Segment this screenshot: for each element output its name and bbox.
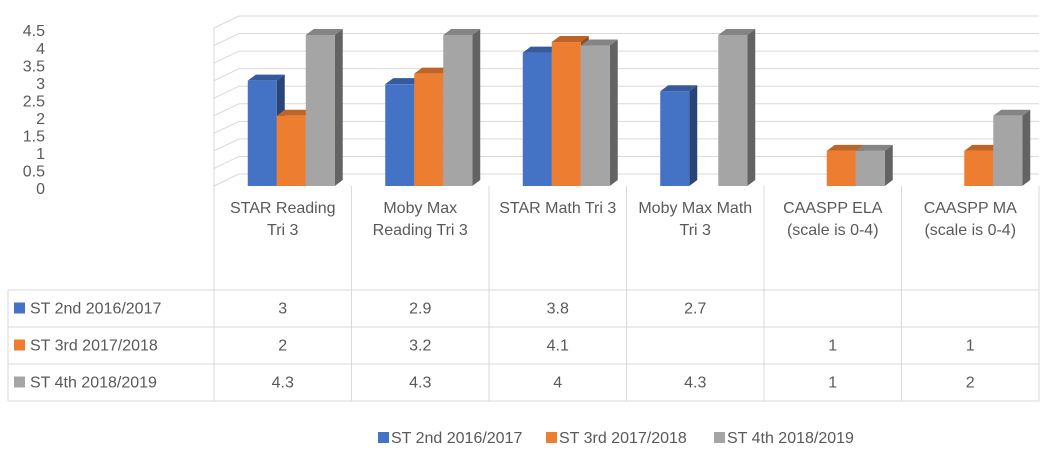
bar bbox=[580, 45, 610, 186]
bar-top bbox=[826, 144, 864, 151]
category-label-text: Moby Max Reading Tri 3 bbox=[372, 200, 468, 239]
bar bbox=[414, 73, 444, 186]
legend-label: ST 2nd 2016/2017 bbox=[391, 430, 522, 447]
y-tick-label: 3 bbox=[36, 76, 45, 93]
legend-key bbox=[14, 302, 25, 314]
bar bbox=[522, 52, 552, 187]
grid-line bbox=[213, 85, 1039, 99]
table-cell: 4.1 bbox=[547, 338, 569, 355]
y-tick-label: 3.5 bbox=[23, 58, 45, 75]
table-cell: 4.3 bbox=[409, 375, 431, 392]
legend-key bbox=[14, 339, 25, 351]
bar-side bbox=[1022, 109, 1031, 186]
bar bbox=[718, 35, 748, 187]
bar bbox=[247, 80, 277, 186]
category-label-text: CAASPP ELA (scale is 0-4) bbox=[783, 200, 883, 239]
grid-line bbox=[213, 155, 1039, 169]
table-cell: 4 bbox=[553, 375, 562, 392]
bar bbox=[993, 115, 1023, 186]
table-cell: 4.3 bbox=[272, 375, 294, 392]
table-cell: 4.3 bbox=[684, 375, 706, 392]
bar-side bbox=[472, 29, 481, 187]
bar bbox=[276, 115, 306, 186]
table-cell: 1 bbox=[966, 338, 975, 355]
grid-line bbox=[213, 33, 1039, 47]
bar bbox=[660, 91, 690, 186]
category-label-text: STAR Math Tri 3 bbox=[499, 200, 617, 217]
grid-line bbox=[213, 68, 1039, 82]
bar-top bbox=[964, 144, 1002, 151]
row-label: ST 3rd 2017/2018 bbox=[30, 338, 158, 355]
bar-top bbox=[551, 36, 589, 43]
y-tick-label: 4 bbox=[36, 41, 45, 58]
table-cell: 1 bbox=[828, 338, 837, 355]
grid-line bbox=[213, 50, 1039, 64]
bar-top bbox=[855, 144, 893, 151]
grid-line bbox=[213, 120, 1039, 134]
table-cell: 3 bbox=[278, 301, 287, 318]
category-label: CAASPP ELA (scale is 0-4) bbox=[783, 200, 883, 239]
table-cell: 2 bbox=[278, 338, 287, 355]
table-cell: 2.7 bbox=[684, 301, 706, 318]
bar bbox=[964, 150, 994, 186]
bar-side bbox=[334, 29, 343, 187]
row-label: ST 2nd 2016/2017 bbox=[30, 301, 161, 318]
legend-key bbox=[714, 432, 725, 443]
bar-top bbox=[414, 67, 452, 74]
grid-line bbox=[213, 138, 1039, 152]
category-label: CAASPP MA (scale is 0-4) bbox=[923, 200, 1017, 239]
bar bbox=[385, 84, 415, 186]
category-label: Moby Max Math Tri 3 bbox=[638, 200, 753, 239]
y-tick-label: 1.5 bbox=[23, 129, 45, 146]
bar-top bbox=[247, 74, 285, 81]
bar-top bbox=[305, 29, 343, 36]
legend-key bbox=[14, 376, 25, 388]
grid-line bbox=[213, 173, 1039, 187]
grid-line bbox=[213, 15, 1039, 29]
bar-top bbox=[660, 85, 698, 92]
bar-top bbox=[522, 46, 560, 53]
table-cell: 2 bbox=[966, 375, 975, 392]
bar-top bbox=[385, 78, 423, 85]
bar-side bbox=[689, 85, 698, 186]
category-label: Moby Max Reading Tri 3 bbox=[372, 200, 468, 239]
bar-top bbox=[718, 29, 756, 36]
legend-label: ST 3rd 2017/2018 bbox=[559, 430, 687, 447]
legend-key bbox=[546, 432, 557, 443]
bar-top bbox=[443, 29, 481, 36]
y-tick-label: 0.5 bbox=[23, 164, 45, 181]
bar-top bbox=[276, 109, 314, 116]
y-tick-label: 2.5 bbox=[23, 93, 45, 110]
bar-top bbox=[993, 109, 1031, 116]
bar-top bbox=[580, 39, 618, 46]
table-cell: 3.2 bbox=[409, 338, 431, 355]
table-cell: 3.8 bbox=[547, 301, 569, 318]
legend-label: ST 4th 2018/2019 bbox=[727, 430, 854, 447]
category-label-text: STAR Reading Tri 3 bbox=[229, 200, 336, 239]
y-tick-label: 0 bbox=[36, 181, 45, 198]
bar-side bbox=[884, 144, 893, 186]
table-cell: 2.9 bbox=[409, 301, 431, 318]
grid-line bbox=[213, 103, 1039, 117]
bar bbox=[855, 150, 885, 186]
legend-key bbox=[378, 432, 389, 443]
y-tick-label: 1 bbox=[36, 146, 45, 163]
category-label: STAR Reading Tri 3 bbox=[229, 200, 336, 239]
category-label: STAR Math Tri 3 bbox=[499, 200, 617, 217]
y-tick-label: 2 bbox=[36, 111, 45, 128]
bar-side bbox=[747, 29, 756, 187]
bar bbox=[305, 35, 335, 187]
bar bbox=[443, 35, 473, 187]
bar bbox=[551, 42, 581, 186]
category-label-text: CAASPP MA (scale is 0-4) bbox=[923, 200, 1017, 239]
y-tick-label: 4.5 bbox=[23, 23, 45, 40]
table-cell: 1 bbox=[828, 375, 837, 392]
bar bbox=[826, 150, 856, 186]
category-label-text: Moby Max Math Tri 3 bbox=[638, 200, 753, 239]
row-label: ST 4th 2018/2019 bbox=[30, 375, 157, 392]
bar-side bbox=[609, 39, 618, 186]
